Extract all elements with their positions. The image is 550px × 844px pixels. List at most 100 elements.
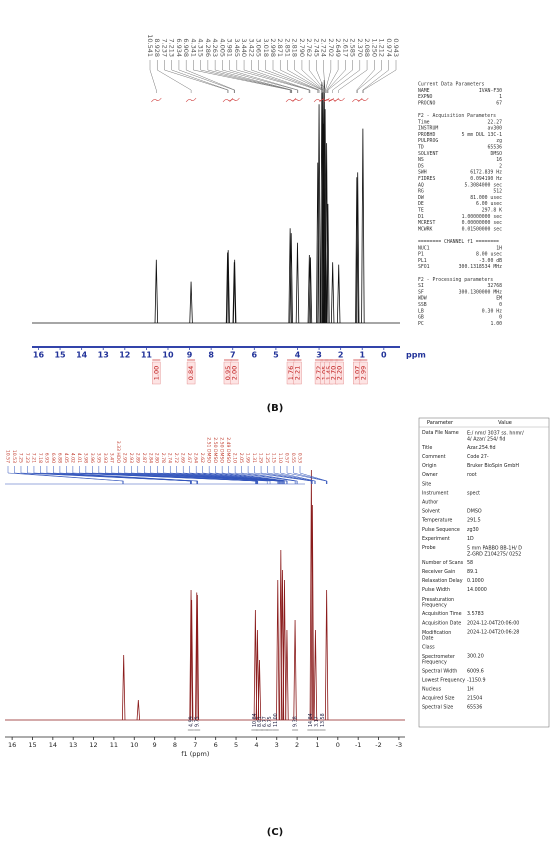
table-cell: 6009.6: [467, 668, 484, 674]
peak-connector: [258, 60, 318, 93]
parameter-text: NAME: [418, 88, 430, 94]
parameter-text: Current Data Parameters: [418, 82, 485, 88]
integral-box: [186, 361, 196, 385]
peak-label: 7.237: [160, 38, 168, 57]
peak-connector: [193, 60, 291, 93]
peak-label: 1.31: [251, 453, 257, 463]
parameter-text: DW: [418, 195, 424, 201]
peak-connector: [286, 466, 327, 484]
integral-curve: [185, 97, 197, 103]
integral-curve: [334, 97, 345, 103]
x-tick-label: -3: [396, 741, 402, 749]
x-tick-label: 1: [315, 741, 319, 749]
parameter-text: 300.1318534 MHz: [459, 264, 502, 270]
spectrum-peak: [355, 172, 360, 324]
parameter-text: EM: [496, 296, 502, 302]
parameter-text: F2 - Acquisition Parameters: [418, 113, 496, 119]
peak-connector: [273, 466, 315, 484]
peak-label: 6.934: [175, 38, 183, 57]
table-cell: Probe: [422, 545, 436, 551]
parameter-text: 0.00000000 sec: [462, 220, 503, 226]
peak-connector: [299, 466, 328, 484]
parameter-text: TD: [418, 145, 424, 151]
x-tick-label: 8: [208, 351, 214, 360]
peak-connector: [214, 60, 293, 93]
peak-label: 2.871: [276, 38, 284, 57]
x-tick-label: 7: [230, 351, 236, 360]
parameter-text: 0.01500000 sec: [462, 226, 503, 232]
peak-label: 2.998: [269, 38, 277, 57]
integral-curve: [352, 97, 363, 103]
peak-connector: [357, 60, 382, 93]
peak-label: 2.69: [180, 453, 186, 463]
parameter-text: SI: [418, 283, 424, 289]
integral-label: 1.76: [287, 366, 295, 380]
parameter-text: zg: [496, 139, 502, 144]
peak-label: 1.250: [370, 38, 378, 57]
x-tick-label: 9: [153, 741, 157, 749]
parameter-text: 0: [499, 302, 502, 308]
table-cell: 14.0000: [467, 587, 487, 593]
spectrum-peak: [282, 579, 287, 721]
parameter-text: DS: [418, 163, 424, 169]
spectrum-peak: [189, 599, 194, 721]
table-cell: Presaturation Frequency: [422, 596, 454, 608]
peak-label: 0.55: [290, 453, 296, 463]
table-cell: Title: [421, 445, 432, 451]
peak-connector: [338, 60, 368, 93]
table-cell: 58: [467, 560, 473, 566]
parameter-text: 0.30 Hz: [482, 308, 502, 314]
peak-label: 7.23: [24, 453, 30, 463]
integral-label: 1.00: [152, 366, 160, 380]
peak-label: 4.005: [218, 38, 226, 57]
parameter-text: 8.00 usec: [476, 252, 502, 258]
peak-connector: [287, 60, 323, 93]
table-cell: Experiment: [422, 536, 450, 542]
spectrum-peak: [307, 254, 312, 324]
peak-connector: [14, 466, 124, 484]
table-cell: Temperature: [421, 518, 452, 524]
peak-connector: [182, 466, 284, 484]
parameter-text: RG: [418, 189, 424, 195]
peak-label: 7.213: [168, 38, 176, 57]
spectrum-peak: [330, 262, 335, 324]
peak-connector: [176, 466, 283, 484]
integral-label: 3.17: [314, 716, 320, 727]
peak-connector: [260, 466, 312, 484]
peak-label: 2.088: [363, 38, 371, 57]
peak-label: 6.90: [50, 453, 56, 463]
table-cell: Spectral Size: [422, 705, 453, 711]
parameter-text: INSTRUM: [418, 126, 438, 132]
peak-connector: [7, 466, 123, 484]
peak-label: 3.440: [240, 38, 248, 57]
peak-label: 10.541: [146, 34, 154, 57]
peak-label: 2.745: [312, 38, 320, 57]
peak-label: 2.89: [134, 453, 140, 463]
parameter-text: Time: [418, 119, 430, 125]
table-cell: Acquired Size: [422, 696, 455, 702]
table-cell: Spectral Width: [422, 668, 457, 674]
peak-label: 3.465: [233, 38, 241, 57]
spectrum-peak: [136, 699, 141, 721]
peak-connector: [149, 60, 157, 93]
spectrum-peak: [195, 594, 200, 721]
peak-connector: [251, 60, 311, 93]
peak-connector: [189, 466, 284, 484]
parameter-text: PULPROG: [418, 138, 438, 144]
x-tick-label: 16: [8, 741, 16, 749]
spectrum-peak: [316, 162, 320, 324]
table-cell: spect: [467, 490, 480, 496]
peak-label: 2.84: [147, 453, 153, 463]
x-tick-label: 4: [295, 351, 301, 360]
spectrum-peak: [355, 177, 359, 324]
peak-connector: [207, 60, 292, 93]
table-header: Parameter: [427, 420, 454, 426]
peak-label: 10.57: [5, 450, 11, 463]
parameter-text: MCREST: [418, 220, 435, 226]
parameter-text: NS: [418, 157, 424, 163]
peak-label: 2.62: [199, 453, 205, 463]
table-cell: 65536: [467, 705, 482, 711]
parameter-text: NUC1: [418, 245, 430, 251]
parameter-text: 6.00 usec: [476, 201, 502, 207]
x-tick-label: 7: [193, 741, 197, 749]
